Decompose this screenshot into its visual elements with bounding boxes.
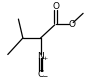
Text: N: N (37, 52, 44, 61)
Text: +: + (43, 56, 48, 61)
Text: O: O (52, 2, 59, 11)
Text: −: − (43, 74, 48, 79)
Text: O: O (68, 20, 76, 29)
Text: C: C (37, 70, 44, 79)
